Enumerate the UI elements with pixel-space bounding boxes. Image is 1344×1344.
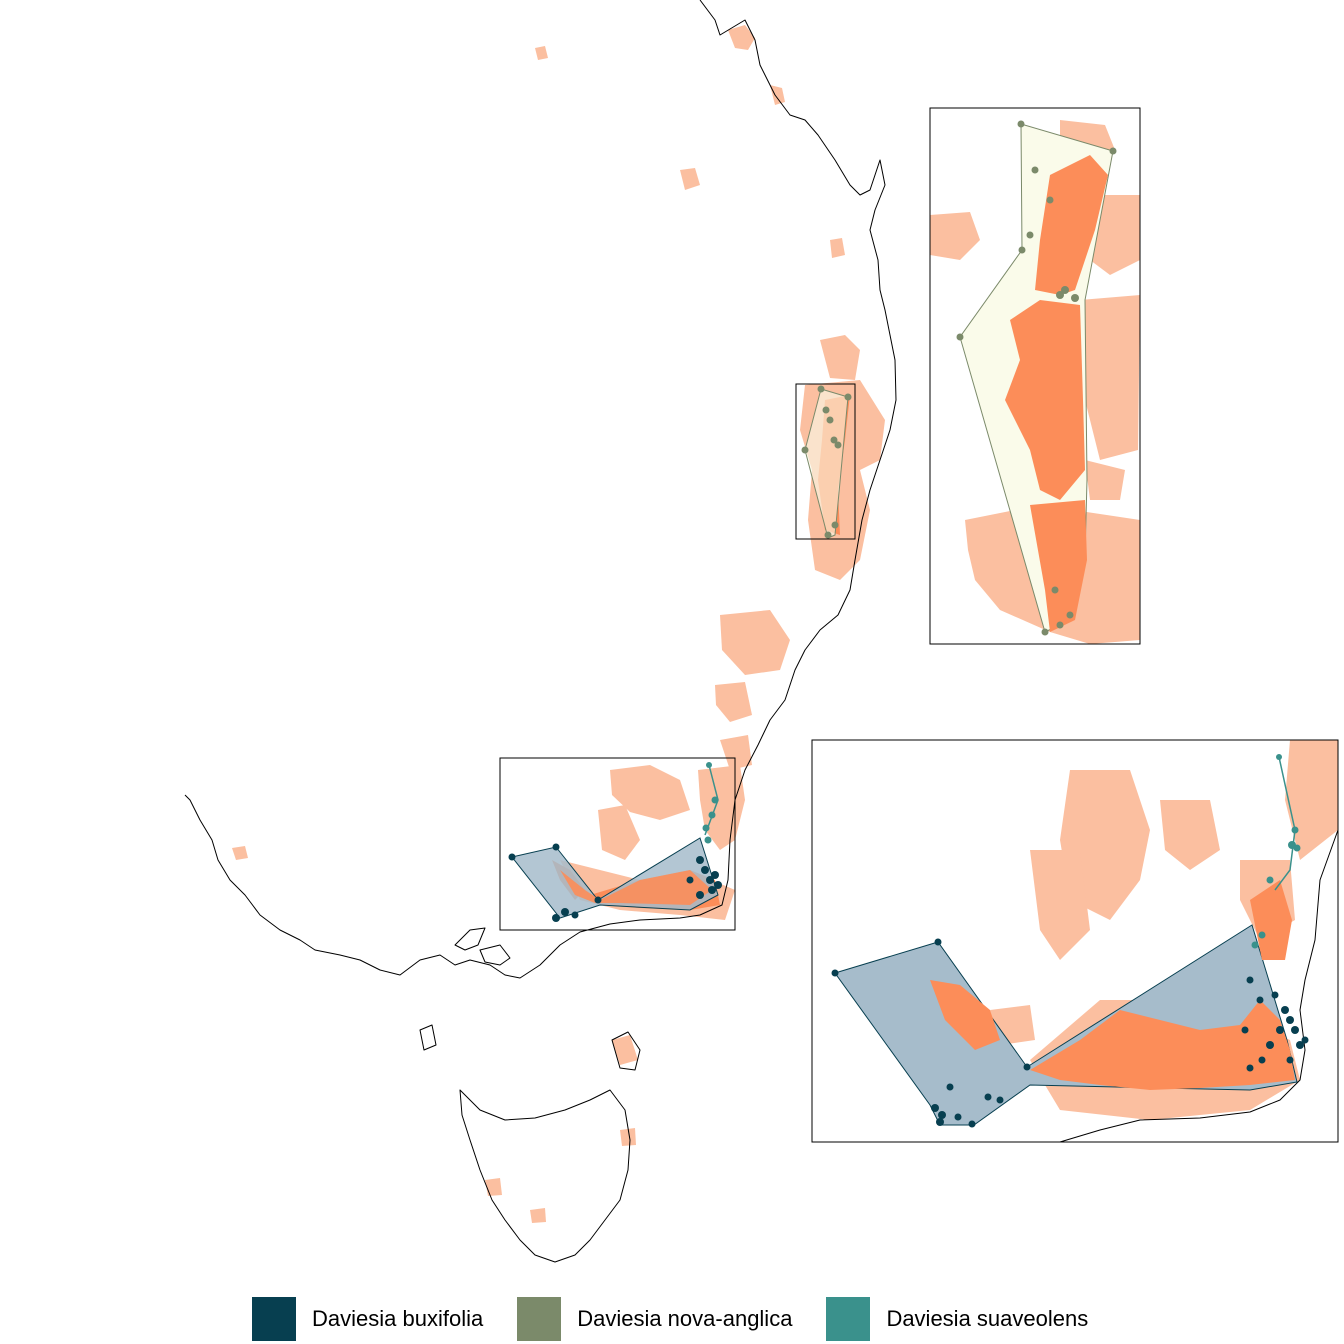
bay-coastline-2 <box>479 944 511 966</box>
nova-anglica-points-main <box>801 385 852 539</box>
legend-item-buxifolia: Daviesia buxifolia <box>252 1297 483 1341</box>
legend: Daviesia buxifolia Daviesia nova-anglica… <box>252 1297 1122 1341</box>
inset-north <box>929 107 1141 645</box>
species-distribution-map <box>184 0 1339 1263</box>
legend-swatch-suaveolens <box>826 1297 871 1341</box>
legend-item-nova-anglica: Daviesia nova-anglica <box>517 1297 792 1341</box>
extent-box-north <box>795 383 856 540</box>
tasmania-coastline <box>459 1089 631 1263</box>
legend-item-suaveolens: Daviesia suaveolens <box>826 1297 1088 1341</box>
king-island <box>419 1024 437 1051</box>
habitat-suitable-patches <box>232 25 885 1223</box>
legend-swatch-buxifolia <box>252 1297 296 1341</box>
legend-label-buxifolia: Daviesia buxifolia <box>312 1306 484 1331</box>
suaveolens-points-main <box>702 762 719 844</box>
legend-label-suaveolens: Daviesia suaveolens <box>886 1306 1089 1331</box>
legend-swatch-nova-anglica <box>517 1297 562 1341</box>
extent-box-south <box>499 757 736 931</box>
bay-coastline <box>454 927 486 951</box>
legend-label-nova-anglica: Daviesia nova-anglica <box>577 1306 793 1331</box>
inset-south <box>811 739 1339 1143</box>
mainland-coastline <box>184 0 897 979</box>
nova-anglica-hull-main <box>804 388 849 539</box>
habitat-core-patches <box>552 395 850 910</box>
buxifolia-points-main <box>508 843 722 922</box>
flinders-island <box>611 1031 641 1071</box>
